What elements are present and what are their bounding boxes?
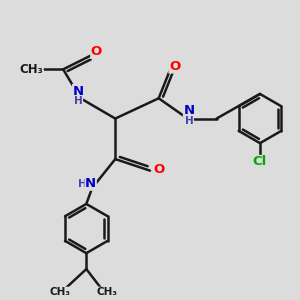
Text: CH₃: CH₃ bbox=[50, 287, 71, 297]
Text: H: H bbox=[74, 96, 82, 106]
Text: H: H bbox=[185, 116, 194, 126]
Text: O: O bbox=[91, 46, 102, 59]
Text: N: N bbox=[184, 104, 195, 117]
Text: N: N bbox=[85, 177, 96, 190]
Text: N: N bbox=[73, 85, 84, 98]
Text: CH₃: CH₃ bbox=[96, 287, 117, 297]
Text: CH₃: CH₃ bbox=[20, 63, 43, 76]
Text: O: O bbox=[153, 163, 164, 176]
Text: O: O bbox=[169, 60, 180, 73]
Text: Cl: Cl bbox=[253, 155, 267, 169]
Text: H: H bbox=[78, 179, 86, 189]
